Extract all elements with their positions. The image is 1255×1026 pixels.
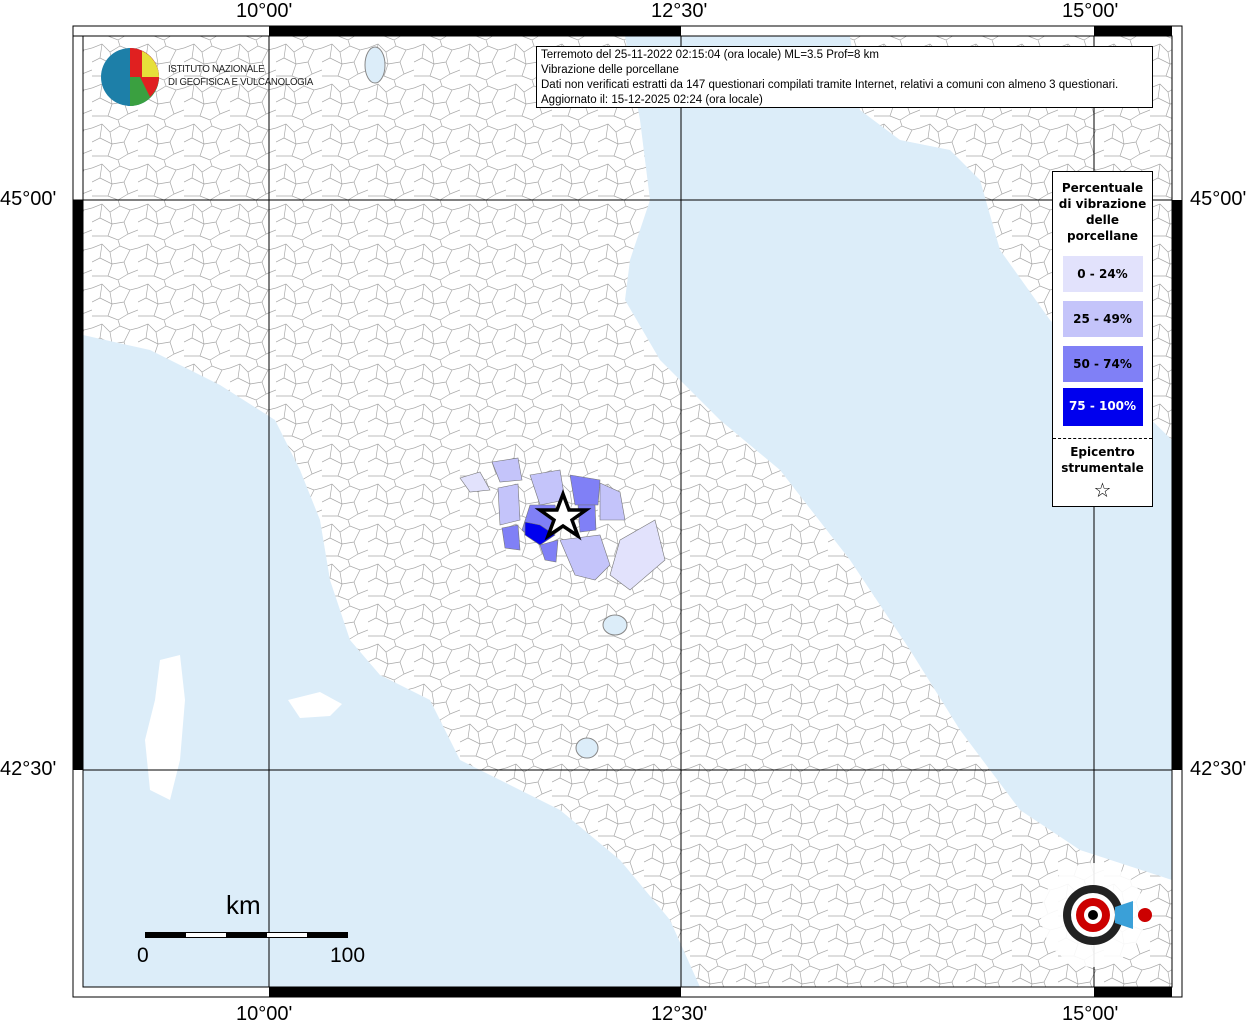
lon-label: 15°00' <box>1062 0 1119 22</box>
legend-title-line: porcellane <box>1066 229 1138 243</box>
epicenter-star <box>534 489 592 541</box>
lat-label: 45°00' <box>0 188 57 210</box>
lat-label: 42°30' <box>1190 758 1247 780</box>
scale-unit: km <box>226 890 261 920</box>
corsica <box>145 655 185 800</box>
lon-label: 10°00' <box>236 0 293 22</box>
scale-min: 0 <box>137 944 149 967</box>
legend: Percentuale di vibrazione delle porcella… <box>1052 171 1153 507</box>
legend-title: Percentuale di vibrazione delle porcella… <box>1053 180 1152 244</box>
felt-area <box>459 457 666 591</box>
lon-label: 12°30' <box>651 0 708 22</box>
ingv-line2: DI GEOFISICA E VULCANOLOGIA <box>168 76 314 88</box>
legend-divider <box>1053 438 1152 439</box>
ingv-logo-text: ISTITUTO NAZIONALE DI GEOFISICA E VULCAN… <box>168 63 313 89</box>
lat-label: 42°30' <box>0 758 57 780</box>
scale-bar <box>145 932 348 938</box>
elba <box>288 692 342 718</box>
parameter-line: Vibrazione delle porcellane <box>541 64 679 76</box>
lon-label: 10°00' <box>236 1003 293 1025</box>
lon-label: 12°30' <box>651 1003 708 1025</box>
legend-title-line: di vibrazione <box>1058 197 1147 211</box>
scale-max: 100 <box>330 944 366 967</box>
legend-class-0-24: 0 - 24% <box>1062 256 1143 292</box>
ingv-globe-icon <box>101 48 159 106</box>
legend-class-25-49: 25 - 49% <box>1062 301 1143 337</box>
graticule <box>83 36 1172 987</box>
map-frame <box>72 25 1183 998</box>
epicenter-label-line: Epicentro <box>1070 445 1135 459</box>
lake-bolsena <box>575 737 599 759</box>
legend-class-50-74: 50 - 74% <box>1062 346 1143 382</box>
lake-trasimeno <box>602 614 628 636</box>
legend-title-line: delle <box>1085 213 1120 227</box>
legend-epicenter-label: Epicentro strumentale <box>1053 444 1152 476</box>
legend-class-75-100: 75 - 100% <box>1062 388 1143 426</box>
ingv-line1: ISTITUTO NAZIONALE <box>168 63 265 75</box>
event-line: Terremoto del 25-11-2022 02:15:04 (ora l… <box>541 49 879 61</box>
updated-line: Aggiornato il: 15-12-2025 02:24 (ora loc… <box>541 94 763 106</box>
sentito-logo <box>1041 863 1152 967</box>
lake-garda <box>364 46 386 84</box>
data-note-line: Dati non verificati estratti da 147 ques… <box>541 79 1119 91</box>
event-info-box: Terremoto del 25-11-2022 02:15:04 (ora l… <box>536 46 1153 108</box>
star-outline-icon: ☆ <box>1093 478 1112 502</box>
lon-label: 15°00' <box>1062 1003 1119 1025</box>
epicenter-label-line: strumentale <box>1061 461 1144 475</box>
lat-label: 45°00' <box>1190 188 1247 210</box>
legend-title-line: Percentuale <box>1061 181 1144 195</box>
